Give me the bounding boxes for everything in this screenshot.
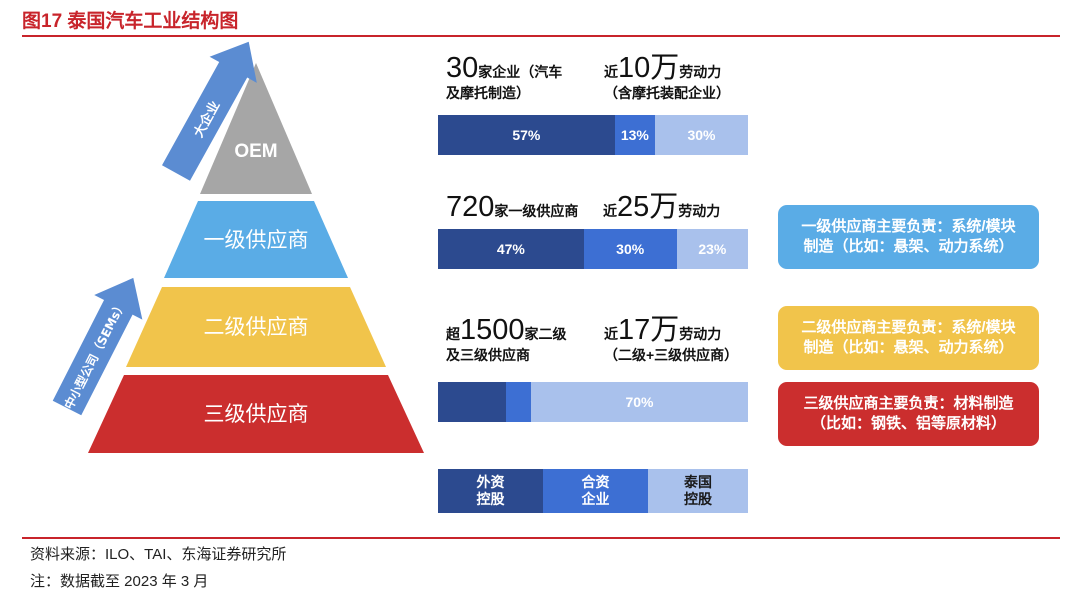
ownership-bar-tier1: 47% 30% 23% [438,229,748,269]
tier-oem-shape [200,63,312,194]
stat-tier1-labor: 近25万劳动力 [603,191,721,223]
legend-thai: 泰国 控股 [648,469,748,513]
ownership-bar-tier23: 70% [438,382,748,422]
bar-segment: 57% [438,115,615,155]
bar-segment: 30% [654,115,748,155]
callout-tier3: 三级供应商主要负责：材料制造 （比如：钢铁、铝等原材料） [778,382,1039,446]
bar-segment [438,382,507,422]
ownership-bar-oem: 57% 13% 30% [438,115,748,155]
stat-tier23-count: 超1500家二级 及三级供应商 [446,314,567,364]
stat-oem-count: 30家企业（汽车 及摩托制造） [446,52,563,102]
ownership-legend: 外资 控股 合资 企业 泰国 控股 [438,469,748,513]
tier1-shape [164,201,348,278]
top-rule [22,35,1060,37]
arrow-up-small-icon [52,277,143,416]
date-note: 注：数据截至 2023 年 3 月 [30,573,209,590]
bar-segment: 23% [676,229,748,269]
stat-tier1-count: 720家一级供应商 [446,191,579,223]
callout-tier1: 一级供应商主要负责：系统/模块 制造（比如：悬架、动力系统） [778,205,1039,269]
tier3-shape [88,375,424,453]
bar-segment: 47% [438,229,584,269]
tier-oem-label: OEM [234,141,277,162]
bar-segment: 30% [583,229,677,269]
bar-segment: 13% [614,115,655,155]
stat-oem-labor: 近10万劳动力 （含摩托装配企业） [604,52,730,102]
bar-segment: 70% [530,382,748,422]
tier3-label: 三级供应商 [204,402,309,426]
bottom-rule [22,537,1060,539]
callout-tier2: 二级供应商主要负责：系统/模块 制造（比如：悬架、动力系统） [778,306,1039,370]
tier2-shape [126,287,386,367]
legend-foreign: 外资 控股 [438,469,543,513]
legend-joint: 合资 企业 [543,469,648,513]
tier1-label: 一级供应商 [204,228,309,252]
stat-tier23-labor: 近17万劳动力 （二级+三级供应商） [604,314,739,364]
source-note: 资料来源：ILO、TAI、东海证券研究所 [30,546,287,563]
figure-title: 图17 泰国汽车工业结构图 [22,11,239,32]
bar-segment [506,382,531,422]
tier2-label: 二级供应商 [204,315,309,339]
arrow-up-large-icon [162,41,257,181]
